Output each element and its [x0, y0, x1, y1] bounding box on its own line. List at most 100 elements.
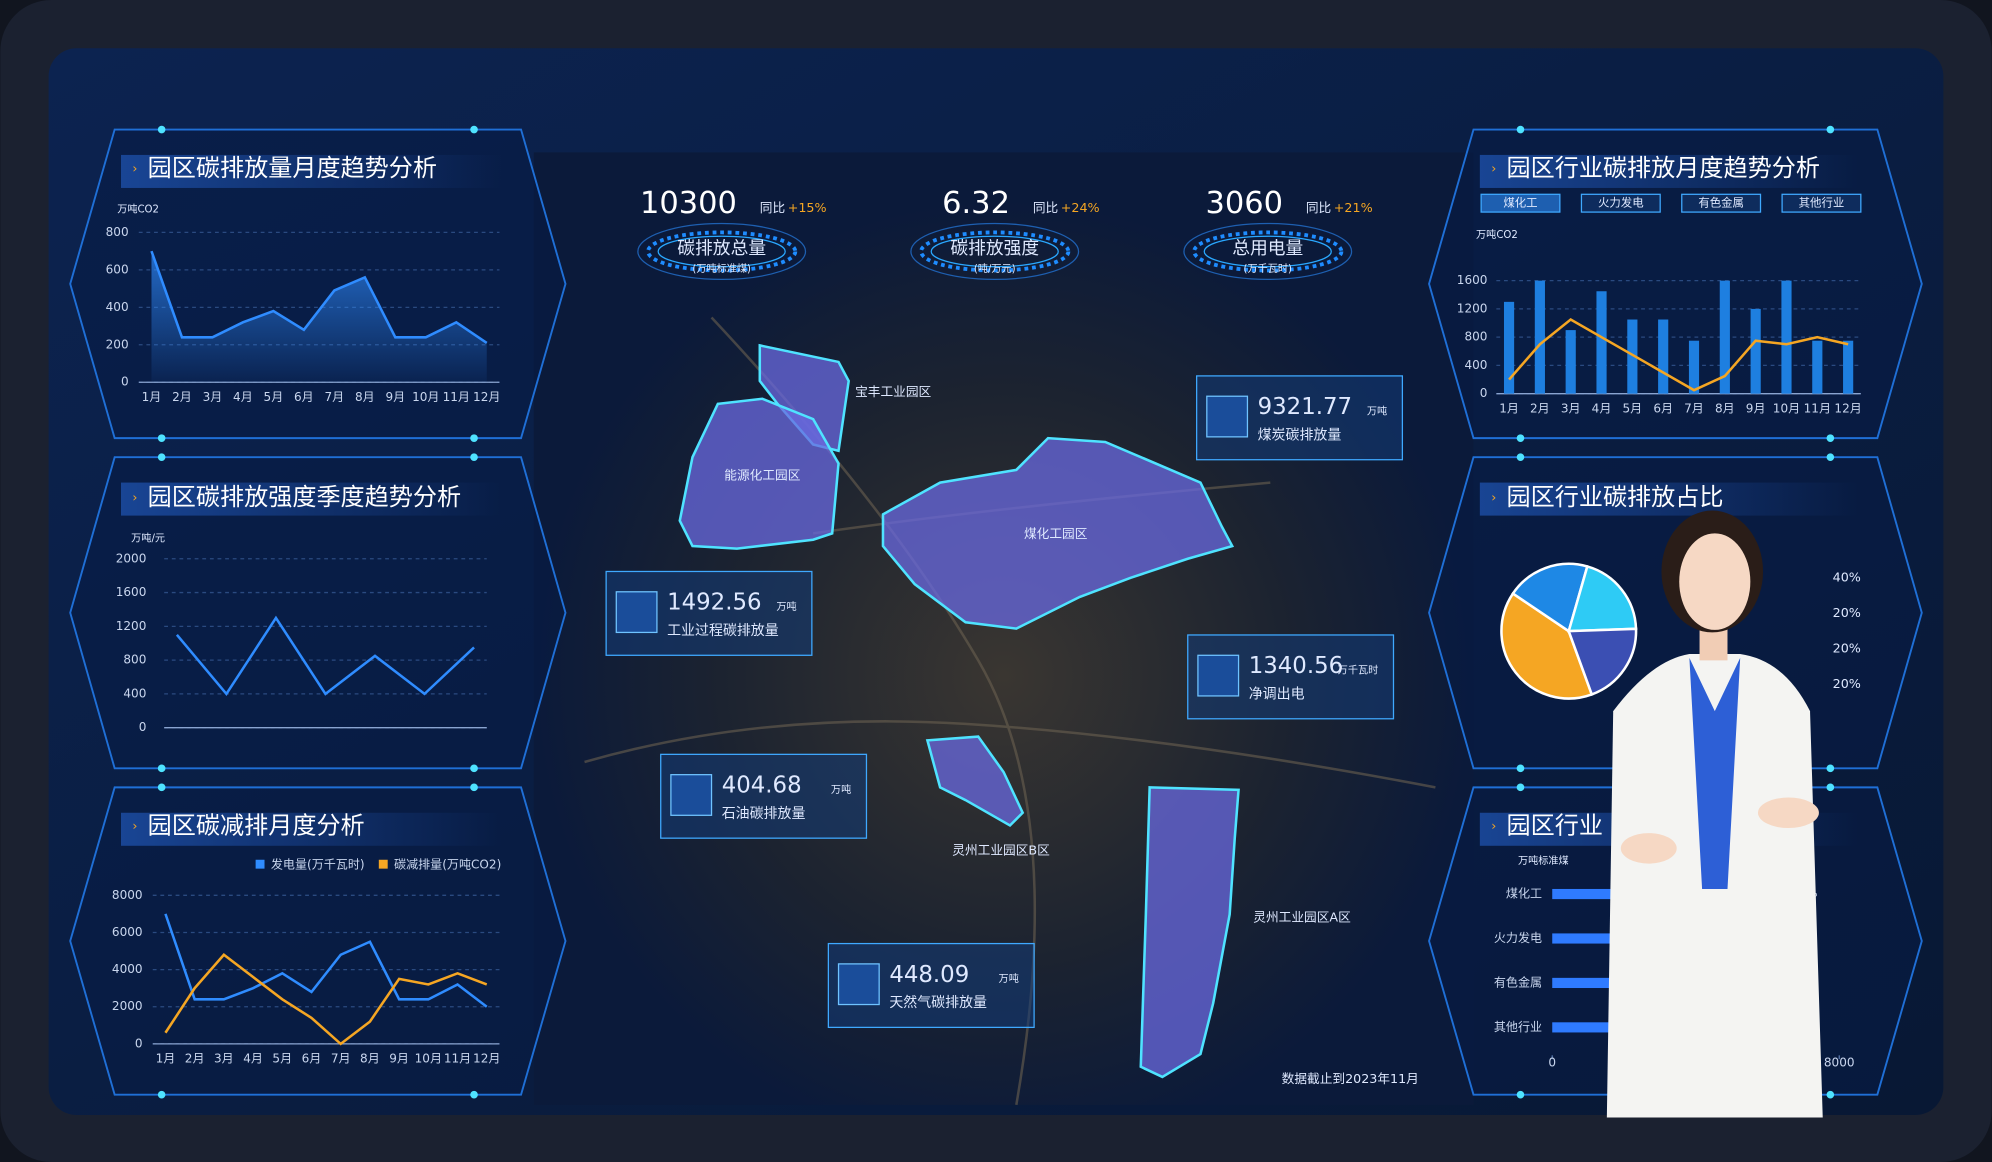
title-bar: [121, 154, 502, 188]
frame-dot: [470, 783, 478, 792]
presenter: [1606, 510, 1823, 1118]
tab[interactable]: [1681, 193, 1762, 213]
kpi-yoy: +24%: [1061, 200, 1100, 215]
pie-slice: [1500, 591, 1594, 700]
kpi-ring: [1203, 235, 1332, 268]
y-tick-label: 0: [1480, 386, 1488, 400]
face: [1679, 533, 1751, 630]
kpi-unit: (万千瓦时): [1244, 263, 1293, 275]
card-unit: 万千瓦时: [1338, 665, 1379, 677]
tab-label: 其他行业: [1799, 196, 1845, 210]
kpi-ring: [637, 222, 807, 281]
kpi-ring: [646, 230, 798, 273]
axis-unit: 万吨CO2: [117, 203, 159, 216]
card-label: 天然气碳排放量: [889, 994, 987, 1011]
y-tick-label: 2000: [116, 551, 147, 565]
card-value: 1492.56: [667, 590, 761, 616]
tab-label: 煤化工: [1503, 196, 1537, 210]
y-tick-label: 0: [135, 1036, 143, 1050]
title-bar: [121, 812, 502, 846]
frame-dot: [157, 764, 166, 773]
zone-label: 宝丰工业园区: [855, 384, 931, 399]
x-tick-label: 9月: [389, 1052, 409, 1066]
pie-label: 40%: [1833, 569, 1861, 584]
line: [1508, 317, 1849, 392]
bar: [1534, 280, 1545, 394]
y-tick-label: 400: [106, 300, 129, 314]
x-tick-label: 11月: [444, 1052, 471, 1066]
bar: [1658, 319, 1669, 394]
panel-frame: [69, 456, 567, 770]
x-tick-label: 1月: [156, 1052, 176, 1066]
arrow-icon: ›: [132, 818, 137, 833]
kpi-ring: [910, 222, 1080, 281]
frame-dot: [1826, 1090, 1835, 1099]
card-icon: [1206, 395, 1249, 438]
chart-title: 园区碳排放强度季度趋势分析: [148, 483, 461, 511]
bar: [1750, 308, 1761, 394]
title-bar: [1479, 482, 1859, 516]
y-tick-label: 煤化工: [1506, 887, 1542, 901]
x-tick-label: 2月: [172, 390, 192, 404]
x-tick-label: 4月: [243, 1052, 263, 1066]
y-tick-label: 火力发电: [1494, 930, 1542, 945]
card-label: 石油碳排放量: [722, 806, 806, 822]
x-tick-label: 3月: [203, 390, 223, 404]
x-tick-label: 8月: [1715, 401, 1735, 415]
axis-unit: 万吨/元: [131, 531, 165, 544]
kpi-label: 碳排放强度: [950, 238, 1039, 259]
card-value: 1340.56: [1249, 653, 1343, 679]
frame-dot: [1516, 453, 1525, 461]
x-tick-label: 6月: [1653, 401, 1673, 415]
x-tick-label: 11月: [443, 390, 470, 404]
zone-label: 煤化工园区: [1024, 526, 1088, 541]
kpi-value: 3060: [1205, 186, 1283, 221]
y-tick-label: 有色金属: [1494, 974, 1542, 989]
kpi-label: 碳排放总量: [677, 238, 766, 259]
card-label: 净调出电: [1249, 687, 1305, 703]
y-tick-label: 200: [106, 337, 129, 351]
title-bar: [1479, 154, 1859, 188]
tab[interactable]: [1781, 193, 1862, 213]
bar: [1565, 330, 1576, 394]
arrow-icon: ›: [132, 489, 137, 504]
kpi-yoy: +21%: [1334, 200, 1373, 215]
line: [175, 615, 475, 697]
chart-title: 园区行业: [1507, 812, 1603, 840]
chart-title: 园区碳排放量月度趋势分析: [148, 154, 437, 182]
frame-dot: [157, 783, 166, 792]
kpi-ring: [657, 235, 786, 268]
card-value: 404.68: [722, 773, 802, 799]
x-tick-label: 5月: [264, 390, 284, 404]
bar: [1503, 301, 1515, 394]
hand: [1620, 833, 1677, 864]
bar: [1812, 340, 1823, 394]
frame-dot: [1826, 125, 1835, 134]
y-tick-label: 1600: [116, 585, 147, 599]
x-tick-label: 1月: [142, 390, 162, 404]
card-value: 9321.77: [1258, 394, 1352, 420]
x-tick-label: 8000: [1824, 1055, 1855, 1069]
x-tick-label: 1月: [1499, 401, 1519, 415]
x-tick-label: 3月: [1561, 401, 1581, 415]
panel-frame: [69, 786, 567, 1096]
kpi-yoy: +15%: [788, 200, 827, 215]
bar: [1627, 319, 1638, 394]
y-tick-label: 4000: [112, 962, 143, 976]
frame-dot: [470, 764, 478, 773]
legend-swatch: [378, 859, 388, 869]
bar: [1596, 291, 1607, 394]
arrow-icon: ›: [1491, 489, 1496, 504]
x-tick-label: 5月: [272, 1052, 292, 1066]
kpi-ring: [1183, 222, 1353, 281]
arrow-icon: ›: [1491, 160, 1496, 175]
frame-dot: [1826, 783, 1835, 792]
frame-dot: [1826, 434, 1835, 442]
tab[interactable]: [1480, 193, 1561, 213]
x-tick-label: 10月: [1773, 401, 1800, 415]
zone: [678, 397, 840, 550]
tab[interactable]: [1580, 193, 1661, 213]
zone-label: 灵州工业园区B区: [952, 842, 1050, 857]
tab-label: 火力发电: [1598, 196, 1644, 210]
legend-label: 发电量(万千瓦时): [271, 856, 365, 871]
